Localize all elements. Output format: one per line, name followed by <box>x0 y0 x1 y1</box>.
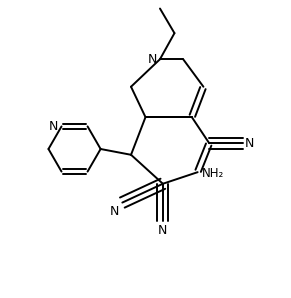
Text: N: N <box>244 137 254 150</box>
Text: N: N <box>110 206 119 218</box>
Text: NH₂: NH₂ <box>202 167 224 180</box>
Text: N: N <box>49 120 58 133</box>
Text: N: N <box>148 53 157 66</box>
Text: N: N <box>158 224 168 237</box>
